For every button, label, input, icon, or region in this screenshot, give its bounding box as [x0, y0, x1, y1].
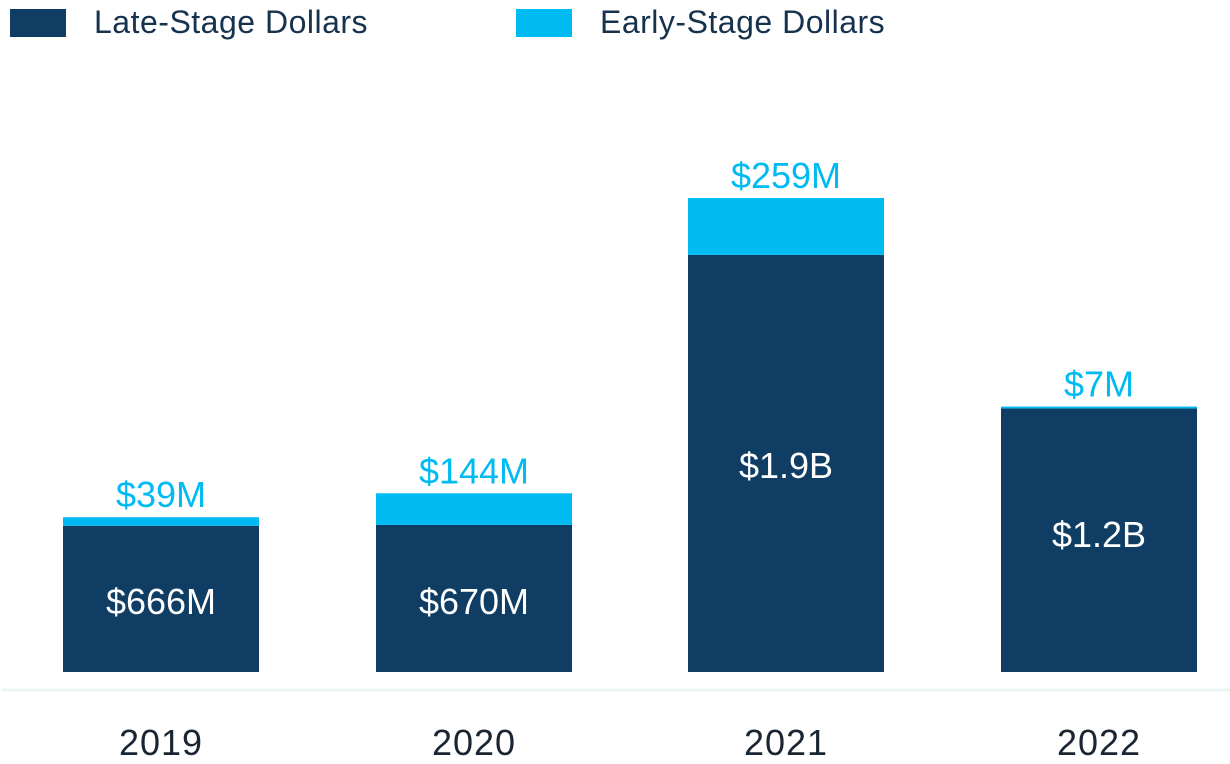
- legend-item-early-stage: Early-Stage Dollars: [516, 4, 885, 41]
- x-tick-label-2019: 2019: [119, 722, 203, 763]
- data-label-early-stage-2019: $39M: [116, 474, 206, 515]
- data-label-late-stage-2021: $1.9B: [739, 445, 833, 486]
- data-label-late-stage-2019: $666M: [106, 581, 216, 622]
- bar-late-stage-2019: [63, 525, 259, 672]
- chart-legend: Late-Stage Dollars Early-Stage Dollars: [0, 0, 1230, 50]
- bar-late-stage-2022: [1001, 408, 1197, 672]
- x-tick-label-2020: 2020: [432, 722, 516, 763]
- bar-early-stage-2019: [63, 517, 259, 526]
- data-label-early-stage-2022: $7M: [1064, 364, 1134, 405]
- legend-label-early-stage: Early-Stage Dollars: [600, 4, 886, 40]
- legend-swatch-late-stage: [10, 8, 66, 37]
- data-label-early-stage-2021: $259M: [731, 155, 841, 196]
- legend-swatch-early-stage: [516, 8, 572, 37]
- bar-late-stage-2021: [688, 254, 884, 673]
- legend-item-late-stage: Late-Stage Dollars: [10, 4, 368, 41]
- data-label-early-stage-2020: $144M: [419, 450, 529, 491]
- bar-early-stage-2021: [688, 198, 884, 255]
- data-label-late-stage-2022: $1.2B: [1052, 514, 1146, 555]
- bar-early-stage-2020: [376, 493, 572, 525]
- bar-late-stage-2020: [376, 524, 572, 672]
- data-label-late-stage-2020: $670M: [419, 581, 529, 622]
- x-tick-label-2021: 2021: [744, 722, 828, 763]
- legend-label-late-stage: Late-Stage Dollars: [94, 4, 369, 40]
- x-tick-label-2022: 2022: [1057, 722, 1141, 763]
- bar-early-stage-2022: [1001, 406, 1197, 409]
